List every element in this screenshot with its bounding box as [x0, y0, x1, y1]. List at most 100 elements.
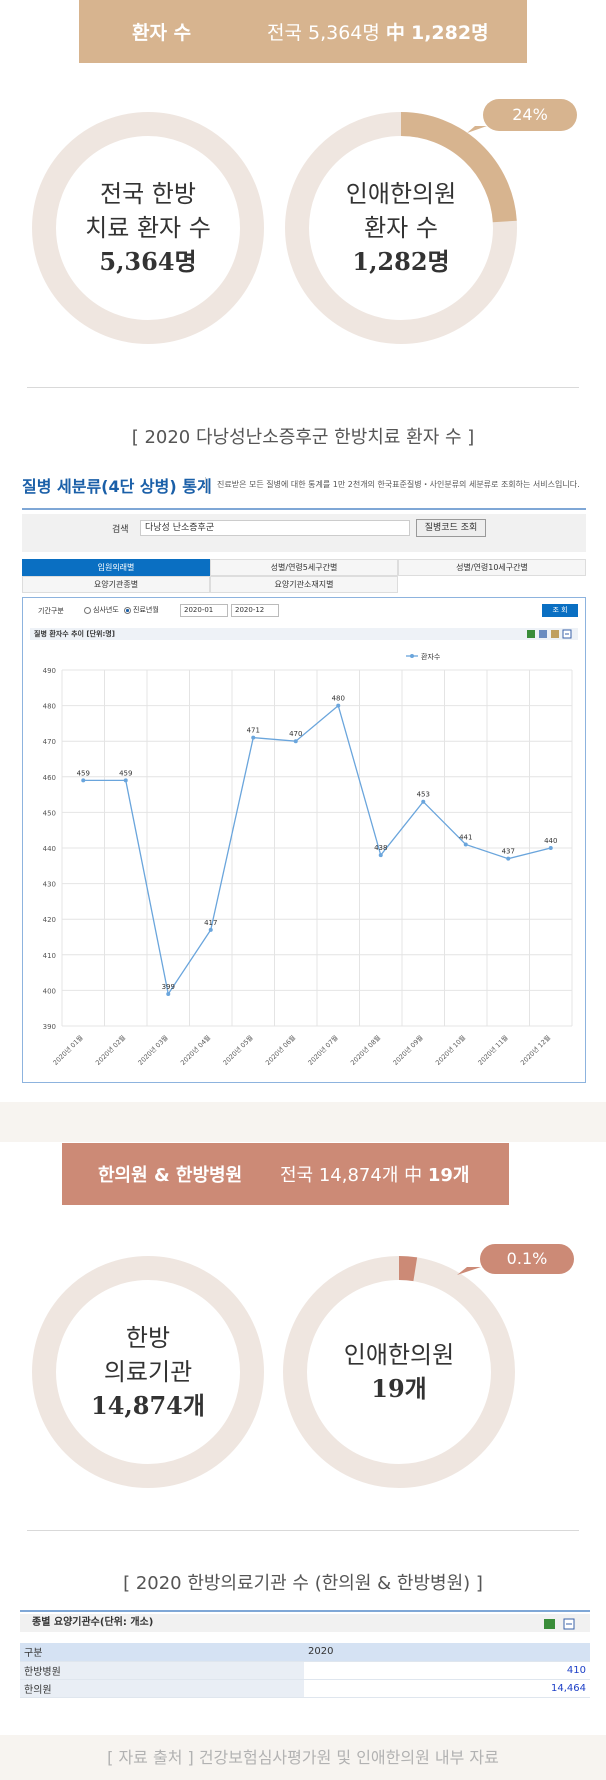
- tab-institution-type[interactable]: 요양기관종별: [22, 576, 210, 593]
- data-source: [ 자료 출처 ] 건강보험심사평가원 및 인애한의원 내부 자료: [0, 1735, 606, 1780]
- radio-treatment-month[interactable]: 진료년월: [124, 605, 159, 615]
- tab-gender-age5[interactable]: 성별/연령5세구간별: [210, 559, 398, 576]
- tab-inpatient-outpatient[interactable]: 입원외래별: [22, 559, 210, 576]
- data-label: 453: [417, 791, 430, 799]
- series-line: [83, 704, 551, 996]
- header-cell-year: 2020: [304, 1643, 590, 1662]
- stats-topline: [22, 508, 586, 510]
- excel-icon: [527, 630, 535, 638]
- divider: [27, 387, 579, 388]
- x-tick-label: 2020년 05월: [221, 1033, 255, 1067]
- data-point: [421, 799, 426, 804]
- data-label: 471: [247, 727, 260, 735]
- table-row: 한방병원 410: [20, 1661, 590, 1680]
- search-input[interactable]: 다낭성 난소증후군: [140, 520, 410, 536]
- x-tick-label: 2020년 07월: [306, 1033, 340, 1067]
- query-button[interactable]: 조 회: [542, 604, 578, 617]
- y-tick-label: 390: [43, 1023, 56, 1031]
- date-from-input[interactable]: 2020-01: [180, 604, 228, 617]
- y-tick-label: 480: [43, 703, 56, 711]
- x-tick-label: 2020년 06월: [263, 1033, 297, 1067]
- radio-treatment-month-label: 진료년월: [133, 606, 159, 614]
- table-header-row: 구분 2020: [20, 1643, 590, 1662]
- band-label: 환자 수: [132, 22, 192, 44]
- data-point: [293, 739, 298, 744]
- ring-line1: 인애한의원: [345, 180, 457, 208]
- table-title: 종별 요양기관수(단위: 개소): [20, 1614, 590, 1632]
- share-bubble-tail: [457, 1267, 481, 1275]
- section-separator: [0, 1102, 606, 1142]
- x-tick-label: 2020년 01월: [51, 1033, 85, 1067]
- ring-value: 14,874개: [91, 1391, 205, 1420]
- excel-icon: [544, 1619, 555, 1629]
- date-to-input[interactable]: 2020-12: [231, 604, 279, 617]
- ring-line2: 치료 환자 수: [85, 214, 211, 242]
- radio-review-year-label: 심사년도: [93, 606, 119, 614]
- ring-line1: 인애한의원: [343, 1341, 455, 1369]
- header-cell-category: 구분: [20, 1643, 304, 1662]
- data-point: [251, 735, 256, 740]
- data-point: [208, 927, 213, 932]
- inae-patients-text: 인애한의원 환자 수 1,282명: [285, 112, 517, 344]
- band-middle: 中: [385, 22, 405, 44]
- ring-line1: 전국 한방: [100, 180, 196, 208]
- share-bubble-tail: [467, 126, 487, 133]
- legend-marker: [410, 654, 414, 658]
- radio-review-year-control[interactable]: [84, 606, 91, 614]
- data-point: [463, 842, 468, 847]
- legend-label: 환자수: [421, 652, 441, 661]
- y-tick-label: 430: [43, 881, 56, 889]
- ring-value: 5,364명: [99, 247, 197, 276]
- table-topline: [20, 1610, 590, 1612]
- ring-value: 1,282명: [352, 247, 450, 276]
- section2-caption: [ 2020 한방의료기관 수 (한의원 & 한방병원) ]: [123, 1573, 483, 1594]
- data-point: [166, 991, 171, 996]
- inae-clinic-ring: 인애한의원 19개: [283, 1256, 515, 1488]
- row-label: 한방병원: [20, 1661, 304, 1680]
- national-patients-text: 전국 한방 치료 환자 수 5,364명: [32, 112, 264, 344]
- search-label: 검색: [112, 525, 129, 535]
- x-tick-label: 2020년 03월: [136, 1033, 170, 1067]
- period-label: 기간구분: [38, 607, 64, 615]
- data-label: 440: [544, 837, 557, 845]
- radio-review-year[interactable]: 심사년도: [84, 605, 119, 615]
- tab-gender-age10[interactable]: 성별/연령10세구간별: [398, 559, 586, 576]
- chart-panel: [22, 597, 586, 1083]
- band-value: 19개: [427, 1165, 470, 1186]
- x-tick-label: 2020년 08월: [348, 1033, 382, 1067]
- data-label: 417: [204, 919, 217, 927]
- stats-title: 질병 세분류(4단 상병) 통계: [22, 477, 212, 496]
- inae-clinic-share-arc: [398, 1256, 418, 1282]
- patient-count-band: 환자 수 전국 5,364명 中 1,282명: [79, 0, 527, 63]
- chart-header: 질병 환자수 추이 [단위:명]: [30, 628, 578, 640]
- x-tick-label: 2020년 09월: [391, 1033, 425, 1067]
- share-bubble: 24%: [483, 99, 577, 131]
- data-label: 399: [162, 983, 175, 991]
- data-point: [336, 703, 341, 708]
- title-separator: [205, 477, 206, 491]
- divider: [27, 1530, 579, 1531]
- data-label: 459: [77, 769, 90, 777]
- y-tick-label: 400: [43, 987, 56, 995]
- band-middle: 中: [404, 1165, 423, 1186]
- national-patients-ring: 전국 한방 치료 환자 수 5,364명: [32, 112, 264, 344]
- x-tick-label: 2020년 12월: [518, 1033, 552, 1067]
- print-icon: [551, 630, 559, 638]
- band-value: 1,282명: [410, 22, 489, 44]
- radio-treatment-month-control[interactable]: [124, 606, 131, 614]
- disease-code-search-button[interactable]: 질병코드 조회: [416, 519, 486, 537]
- row-value: 14,464: [304, 1679, 590, 1698]
- section1-caption: [ 2020 다낭성난소증후군 한방치료 환자 수 ]: [131, 427, 475, 448]
- row-label: 한의원: [20, 1679, 304, 1698]
- y-tick-label: 460: [43, 774, 56, 782]
- data-point: [378, 853, 383, 858]
- table-row: 한의원 14,464: [20, 1679, 590, 1698]
- x-tick-label: 2020년 11월: [476, 1033, 510, 1067]
- band-national: 전국 14,874개: [280, 1165, 399, 1186]
- inae-patients-ring: 인애한의원 환자 수 1,282명: [285, 112, 517, 344]
- chart-toolbar: [527, 629, 572, 639]
- tab-institution-location[interactable]: 요양기관소재지별: [210, 576, 398, 593]
- data-point: [548, 846, 553, 850]
- y-tick-label: 440: [43, 845, 56, 853]
- row-value: 410: [304, 1661, 590, 1680]
